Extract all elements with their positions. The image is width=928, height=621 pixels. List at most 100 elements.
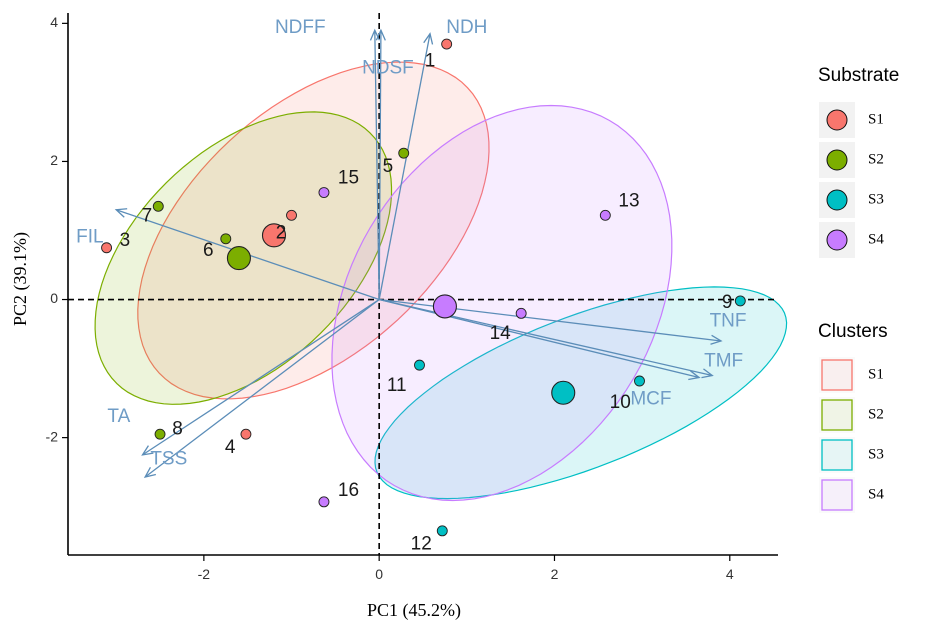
arrowhead-ta (141, 445, 154, 456)
x-tick-label: 4 (726, 566, 734, 582)
legend-title-substrate: Substrate (818, 65, 899, 86)
y-axis-title: PC2 (39.1%) (10, 232, 31, 326)
cluster-ellipse-s4 (331, 104, 673, 502)
legend-cluster-label-s2: S2 (868, 406, 884, 422)
data-point-2 (286, 209, 297, 221)
arrowhead-ndsf (375, 28, 386, 41)
point-label-4: 4 (225, 437, 236, 458)
point-label-16: 16 (338, 480, 359, 501)
loading-arrow-mcf (379, 298, 700, 379)
loading-arrow-ta (142, 298, 380, 456)
point-label-8: 8 (172, 418, 183, 439)
y-tick-label: -2 (46, 428, 59, 444)
point-label-13: 13 (618, 191, 639, 212)
arrowhead-ndh (423, 32, 434, 45)
y-tick-label: 4 (50, 14, 58, 30)
point-label-7: 7 (142, 206, 153, 227)
data-point-5 (398, 147, 410, 159)
legend-key-background (819, 437, 855, 473)
data-point-6 (220, 233, 232, 245)
data-point-12 (436, 525, 448, 537)
group-centroid-s2 (226, 246, 251, 271)
loading-arrow-ndsf (378, 30, 382, 300)
x-tick-label: 2 (551, 566, 559, 582)
arrowhead-tmf (701, 368, 714, 379)
loading-label-fil: FIL (76, 226, 103, 247)
data-point-13 (599, 209, 611, 221)
legend-key-background (819, 357, 855, 393)
data-point-10 (634, 375, 645, 387)
point-label-14: 14 (490, 323, 512, 344)
loading-label-ndsf: NDSF (362, 57, 414, 78)
loading-arrow-ndff (374, 30, 380, 300)
data-point-4 (240, 428, 252, 440)
legend-label-s2: S2 (868, 151, 884, 167)
point-label-9: 9 (722, 292, 733, 313)
data-point-7 (152, 200, 164, 212)
axes: -2 0 2 4 -2 0 2 4 PC1 (45.2%) PC2 (39.1%) (10, 13, 778, 621)
x-tick-label: -2 (198, 566, 211, 582)
data-point-3 (101, 242, 113, 254)
point-label-5: 5 (383, 156, 394, 177)
group-centroid-s3 (551, 380, 576, 405)
loading-arrow-ndh (378, 33, 431, 300)
legend-point-s3 (826, 189, 848, 211)
loading-arrow-tss (144, 299, 380, 478)
point-label-2: 2 (276, 222, 287, 243)
point-label-3: 3 (120, 230, 131, 251)
loading-label-ndff: NDFF (275, 17, 326, 38)
data-point-11 (414, 359, 425, 371)
data-point-1 (441, 38, 453, 50)
x-tick-label: 0 (375, 566, 383, 582)
legend-ellipse-key-s3 (821, 439, 853, 471)
legend-ellipse-key-s1 (821, 359, 853, 391)
y-tick-label: 2 (50, 152, 58, 168)
legend-label-s3: S3 (868, 191, 884, 207)
arrowhead-fil (114, 208, 128, 218)
y-ticks: -2 0 2 4 (46, 14, 68, 444)
data-point-14 (515, 307, 527, 319)
legend-point-s1 (826, 109, 848, 131)
legend-ellipse-key-s4 (821, 479, 853, 511)
legend-cluster-label-s3: S3 (868, 446, 884, 462)
arrowhead-tss (143, 467, 156, 478)
cluster-ellipse-s1 (137, 61, 490, 400)
legend-point-s2 (826, 149, 848, 171)
group-centroid-s4 (432, 294, 457, 319)
y-tick-label: 0 (50, 290, 58, 306)
data-point-15 (318, 187, 330, 198)
x-axis-title: PC1 (45.2%) (367, 600, 461, 621)
arrowhead-tnf (710, 334, 723, 345)
data-point-9 (734, 295, 746, 307)
data-points (101, 38, 746, 537)
loading-label-tss: TSS (150, 449, 187, 470)
x-ticks: -2 0 2 4 (198, 555, 734, 582)
legend-ellipse-key-s2 (821, 399, 853, 431)
loading-label-ta: TA (107, 406, 130, 427)
legends: Substrate S1 S2 S3 S4 Clusters S1 S2 S3 S4 (818, 65, 899, 513)
point-label-6: 6 (203, 240, 214, 261)
legend-point-s4 (826, 229, 848, 251)
loading-label-mcf: MCF (630, 389, 671, 410)
legend-label-s1: S1 (868, 111, 884, 127)
legend-cluster-label-s4: S4 (868, 486, 884, 502)
data-point-8 (154, 428, 166, 440)
legend-key-background (819, 397, 855, 433)
point-label-10: 10 (610, 392, 631, 413)
point-label-1: 1 (425, 50, 436, 71)
loading-arrows: NDFF NDSF NDH FIL TA TSS TNF TMF MCF (76, 17, 747, 478)
cluster-ellipses (94, 61, 788, 502)
legend-cluster-label-s1: S1 (868, 366, 884, 382)
loading-label-ndh: NDH (446, 17, 487, 38)
data-point-16 (318, 496, 330, 508)
legend-key-background (819, 477, 855, 513)
loading-label-tmf: TMF (704, 351, 743, 372)
point-label-15: 15 (338, 168, 359, 189)
point-label-12: 12 (411, 534, 432, 555)
arrowhead-mcf (688, 370, 701, 381)
legend-label-s4: S4 (868, 231, 884, 247)
point-label-11: 11 (387, 375, 407, 396)
legend-title-clusters: Clusters (818, 321, 888, 342)
